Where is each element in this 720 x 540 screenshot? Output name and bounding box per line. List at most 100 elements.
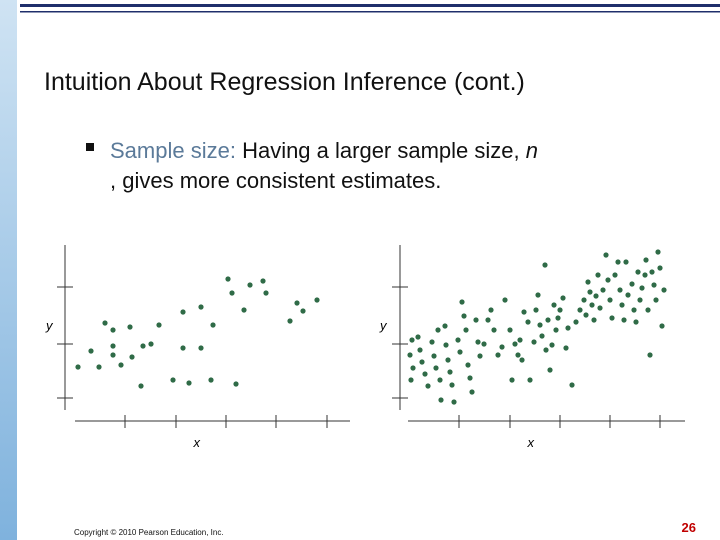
page-number: 26 <box>682 520 696 535</box>
data-point <box>551 302 557 308</box>
data-point <box>463 327 469 333</box>
data-point <box>560 295 566 301</box>
data-point <box>651 282 657 288</box>
data-point <box>118 362 124 368</box>
data-point <box>260 278 266 284</box>
data-point <box>469 389 475 395</box>
data-point <box>442 323 448 329</box>
data-point <box>653 297 659 303</box>
data-point <box>623 259 629 265</box>
data-point <box>140 343 146 349</box>
data-point <box>495 352 501 358</box>
data-point <box>507 327 513 333</box>
data-point <box>535 292 541 298</box>
data-point <box>287 318 293 324</box>
data-point <box>607 297 613 303</box>
data-point <box>525 319 531 325</box>
data-point <box>475 339 481 345</box>
data-point <box>438 397 444 403</box>
data-point <box>619 302 625 308</box>
data-point <box>96 364 102 370</box>
data-point <box>637 297 643 303</box>
data-point <box>410 365 416 371</box>
bullet-lead: Sample size: <box>110 138 236 163</box>
data-point <box>512 341 518 347</box>
data-point <box>569 382 575 388</box>
data-point <box>533 307 539 313</box>
data-point <box>643 257 649 263</box>
data-point <box>467 375 473 381</box>
data-point <box>527 377 533 383</box>
data-point <box>129 354 135 360</box>
data-point <box>481 341 487 347</box>
side-bar <box>0 0 17 540</box>
data-point <box>585 279 591 285</box>
data-point <box>639 285 645 291</box>
data-point <box>545 317 551 323</box>
top-rule <box>20 4 720 7</box>
data-point <box>408 377 414 383</box>
data-point <box>603 252 609 258</box>
data-point <box>615 259 621 265</box>
data-point <box>459 299 465 305</box>
data-point <box>531 339 537 345</box>
data-point <box>198 304 204 310</box>
data-point <box>449 382 455 388</box>
data-point <box>210 322 216 328</box>
data-point <box>445 357 451 363</box>
data-point <box>457 349 463 355</box>
data-point <box>180 345 186 351</box>
data-point <box>577 307 583 313</box>
data-point <box>186 380 192 386</box>
data-point <box>661 287 667 293</box>
data-point <box>642 272 648 278</box>
data-point <box>294 300 300 306</box>
data-point <box>110 352 116 358</box>
data-point <box>563 345 569 351</box>
bullet-marker <box>86 143 94 151</box>
x-axis-label: x <box>193 435 201 450</box>
data-point <box>587 289 593 295</box>
data-point <box>502 297 508 303</box>
data-point <box>409 337 415 343</box>
data-point <box>517 337 523 343</box>
data-point <box>437 377 443 383</box>
bullet-italic: n <box>526 138 538 163</box>
data-point <box>573 319 579 325</box>
data-point <box>110 343 116 349</box>
data-point <box>110 327 116 333</box>
data-point <box>617 287 623 293</box>
data-point <box>225 276 231 282</box>
data-point <box>447 369 453 375</box>
bullet-body: Having a larger sample size, <box>236 138 526 163</box>
data-point <box>625 292 631 298</box>
data-point <box>314 297 320 303</box>
data-point <box>547 367 553 373</box>
top-rule <box>20 11 720 13</box>
copyright: Copyright © 2010 Pearson Education, Inc. <box>74 528 224 537</box>
data-point <box>127 324 133 330</box>
data-point <box>102 320 108 326</box>
data-point <box>443 342 449 348</box>
data-point <box>649 269 655 275</box>
data-point <box>515 352 521 358</box>
data-point <box>557 307 563 313</box>
data-point <box>647 352 653 358</box>
data-point <box>539 333 545 339</box>
data-point <box>198 345 204 351</box>
data-point <box>621 317 627 323</box>
data-point <box>435 327 441 333</box>
data-point <box>591 317 597 323</box>
bullet-text: Sample size: Having a larger sample size… <box>110 138 538 163</box>
data-point <box>597 305 603 311</box>
data-point <box>612 272 618 278</box>
data-point <box>433 365 439 371</box>
data-point <box>407 352 413 358</box>
data-point <box>75 364 81 370</box>
y-axis-label: y <box>45 318 54 333</box>
y-axis-label: y <box>379 318 388 333</box>
data-point <box>583 312 589 318</box>
data-point <box>659 323 665 329</box>
data-point <box>499 344 505 350</box>
bullet-text-line2: , gives more consistent estimates. <box>110 168 441 193</box>
